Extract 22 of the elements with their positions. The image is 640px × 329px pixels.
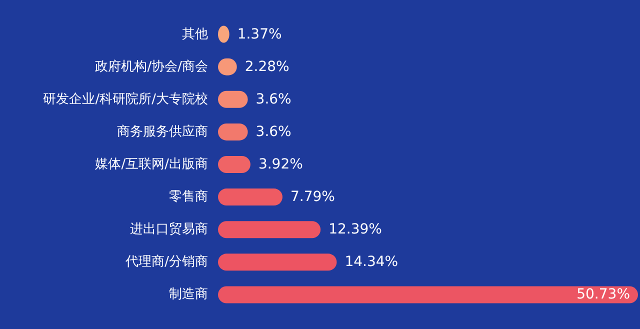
data-label: 3.92% <box>258 156 303 172</box>
data-label: 14.34% <box>344 254 398 270</box>
bar <box>218 188 282 206</box>
bar <box>218 221 321 238</box>
y-tick-label: 政府机构/协会/商会 <box>95 58 208 74</box>
data-label: 1.37% <box>237 26 282 42</box>
data-label: 50.73% <box>576 286 630 303</box>
y-tick-label: 媒体/互联网/出版商 <box>95 157 208 172</box>
data-label: 3.6% <box>256 124 292 140</box>
y-tick-label: 商务服务供应商 <box>117 123 208 140</box>
data-label: 7.79% <box>290 189 335 206</box>
y-tick-label: 制造商 <box>169 287 208 302</box>
bar <box>218 286 638 304</box>
y-tick-label: 其他 <box>182 26 208 42</box>
y-tick-label: 研发企业/科研院所/大专院校 <box>43 92 208 107</box>
y-tick-label: 零售商 <box>169 190 208 205</box>
bar <box>218 254 337 271</box>
data-label: 2.28% <box>244 58 290 75</box>
data-label: 3.6% <box>256 91 292 108</box>
y-tick-label: 代理商/分销商 <box>124 254 208 270</box>
data-label: 12.39% <box>328 222 382 238</box>
y-tick-label: 进出口贸易商 <box>130 222 208 238</box>
